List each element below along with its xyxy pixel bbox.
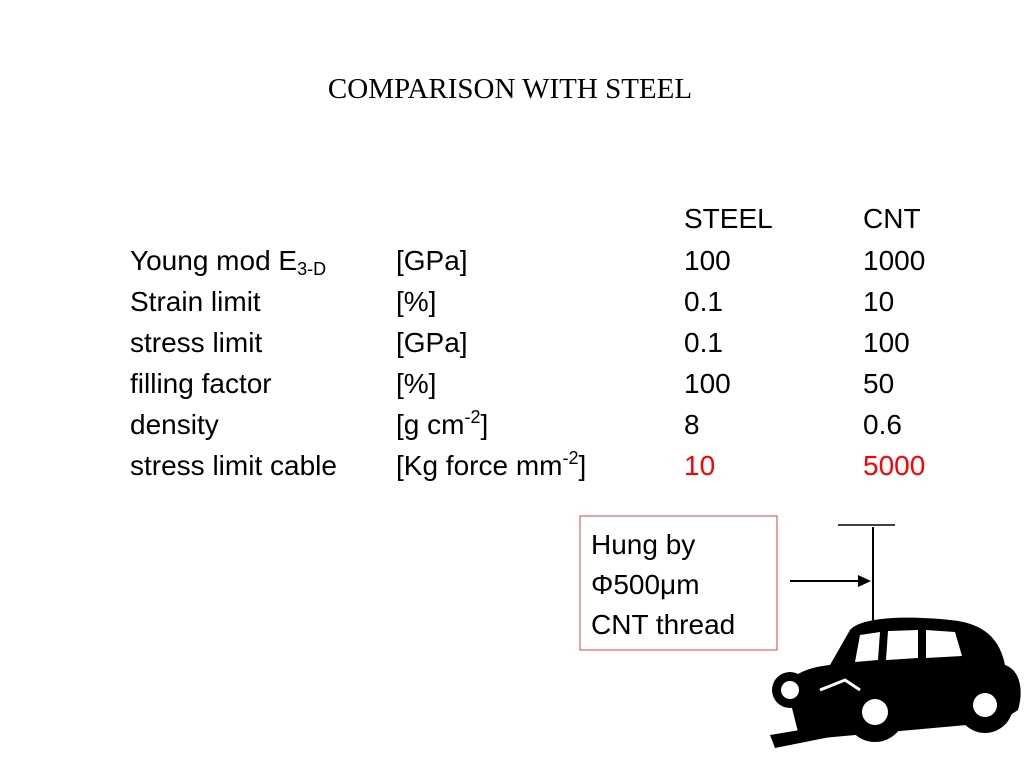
cell-value: 0.6: [863, 409, 902, 440]
cell-value: 10: [684, 450, 715, 481]
cell-value: 50: [863, 368, 894, 399]
text-part: stress limit cable: [130, 450, 337, 481]
cell-value: 10: [863, 286, 894, 317]
row-unit: [%]: [396, 368, 436, 399]
cell-value: 5000: [863, 450, 925, 481]
cell-value: 100: [684, 245, 731, 276]
car-icon: [770, 617, 1021, 748]
text-part: density: [130, 409, 219, 440]
slide-title: COMPARISON WITH STEEL: [328, 73, 692, 105]
text-part: [GPa]: [396, 327, 468, 358]
row-unit: [Kg force mm-2]: [396, 448, 586, 481]
cell-value: 0.1: [684, 327, 723, 358]
callout-text: CNT thread: [591, 609, 735, 640]
superscript: -2: [562, 448, 578, 468]
cell-value: 100: [684, 368, 731, 399]
row-unit: [GPa]: [396, 327, 468, 358]
row-unit: [GPa]: [396, 245, 468, 276]
arrow-head: [858, 575, 871, 587]
text-part: Strain limit: [130, 286, 261, 317]
cell-value: 0.1: [684, 286, 723, 317]
column-header: CNT: [863, 203, 921, 234]
text-part: [g cm: [396, 409, 464, 440]
column-header: STEEL: [684, 203, 773, 234]
text-part: [%]: [396, 286, 436, 317]
row-unit: [%]: [396, 286, 436, 317]
callout-text: Φ500μm: [591, 569, 700, 600]
row-label: Strain limit: [130, 286, 261, 317]
cell-value: 8: [684, 409, 700, 440]
row-label: density: [130, 409, 219, 440]
text-part: [Kg force mm: [396, 450, 562, 481]
row-label: filling factor: [130, 368, 272, 399]
row-label: stress limit cable: [130, 450, 337, 481]
text-part: stress limit: [130, 327, 262, 358]
subscript: 3-D: [297, 259, 326, 279]
row-label: Young mod E3-D: [130, 245, 326, 279]
text-part: [%]: [396, 368, 436, 399]
text-part: Young mod E: [130, 245, 297, 276]
cell-value: 100: [863, 327, 910, 358]
row-unit: [g cm-2]: [396, 407, 488, 440]
callout-text: Hung by: [591, 529, 695, 560]
text-part: ]: [480, 409, 488, 440]
callout-box: [579, 515, 778, 651]
text-part: [GPa]: [396, 245, 468, 276]
row-label: stress limit: [130, 327, 262, 358]
text-part: ]: [579, 450, 587, 481]
text-part: filling factor: [130, 368, 272, 399]
cell-value: 1000: [863, 245, 925, 276]
superscript: -2: [464, 407, 480, 427]
